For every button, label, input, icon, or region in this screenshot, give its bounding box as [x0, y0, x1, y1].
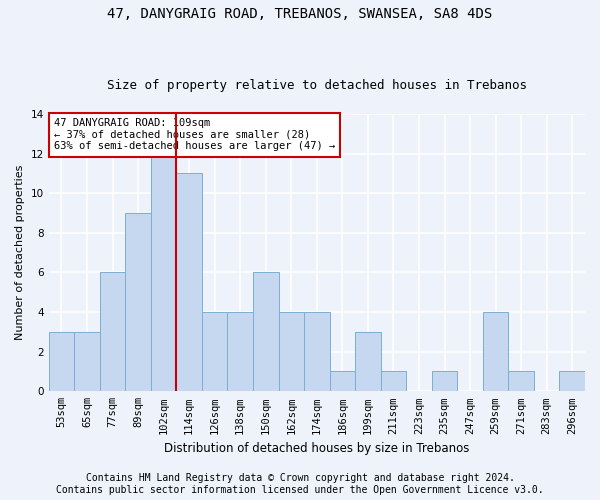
Bar: [227, 312, 253, 392]
Bar: [176, 174, 202, 392]
Bar: [304, 312, 329, 392]
Bar: [380, 372, 406, 392]
Bar: [74, 332, 100, 392]
Bar: [483, 312, 508, 392]
Y-axis label: Number of detached properties: Number of detached properties: [15, 165, 25, 340]
Text: Contains HM Land Registry data © Crown copyright and database right 2024.
Contai: Contains HM Land Registry data © Crown c…: [56, 474, 544, 495]
Bar: [508, 372, 534, 392]
Text: 47 DANYGRAIG ROAD: 109sqm
← 37% of detached houses are smaller (28)
63% of semi-: 47 DANYGRAIG ROAD: 109sqm ← 37% of detac…: [54, 118, 335, 152]
X-axis label: Distribution of detached houses by size in Trebanos: Distribution of detached houses by size …: [164, 442, 470, 455]
Bar: [329, 372, 355, 392]
Bar: [432, 372, 457, 392]
Bar: [100, 272, 125, 392]
Bar: [559, 372, 585, 392]
Bar: [49, 332, 74, 392]
Bar: [278, 312, 304, 392]
Bar: [151, 154, 176, 392]
Bar: [202, 312, 227, 392]
Bar: [253, 272, 278, 392]
Text: 47, DANYGRAIG ROAD, TREBANOS, SWANSEA, SA8 4DS: 47, DANYGRAIG ROAD, TREBANOS, SWANSEA, S…: [107, 8, 493, 22]
Bar: [355, 332, 380, 392]
Title: Size of property relative to detached houses in Trebanos: Size of property relative to detached ho…: [107, 79, 527, 92]
Bar: [125, 213, 151, 392]
